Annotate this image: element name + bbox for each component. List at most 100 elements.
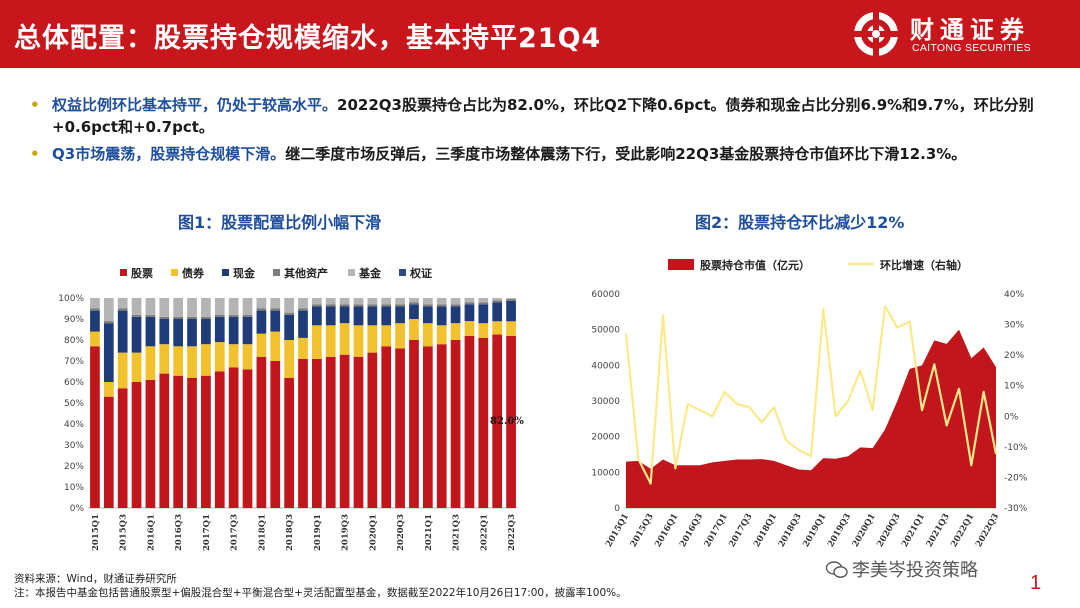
wechat-icon: [826, 561, 848, 578]
x-tick-label: 2017Q3: [230, 514, 240, 551]
bar-segment-基金: [325, 298, 336, 305]
x-tick-label: 2018Q1: [752, 512, 779, 549]
chart2-x-axis: 2015Q12015Q32016Q12016Q32017Q12017Q32018…: [604, 512, 1001, 549]
x-tick-label: 2015Q1: [91, 514, 101, 551]
right-y-tick-label: 40%: [1004, 290, 1024, 300]
bar-segment-股票: [242, 369, 253, 508]
x-tick-label: 2015Q1: [604, 512, 631, 549]
left-y-tick-label: 0: [614, 504, 620, 514]
bar-segment-现金: [492, 302, 503, 322]
x-tick-label: 2020Q3: [396, 514, 406, 551]
bar-segment-债券: [284, 340, 294, 378]
legend-label-3: 其他资产: [284, 266, 328, 280]
bar-segment-股票: [506, 335, 516, 508]
area-series: [626, 329, 996, 508]
bar-segment-现金: [367, 306, 378, 326]
right-y-tick-label: 20%: [1004, 351, 1024, 361]
bar-segment-债券: [506, 321, 516, 336]
bar-segment-债券: [201, 344, 211, 376]
bar-segment-股票: [409, 340, 419, 508]
bar-segment-其他资产: [312, 304, 322, 307]
y-tick-label: 70%: [64, 357, 84, 367]
note-text: 注：本报告中基金包括普通股票型+偏股混合型+平衡混合型+灵活配置型基金，数据截至…: [14, 587, 627, 599]
bar-segment-其他资产: [90, 308, 100, 311]
bar-segment-其他资产: [173, 316, 184, 319]
x-tick-label: 2020Q1: [368, 514, 378, 551]
summary-bullets: • 权益比例环比基本持平，仍处于较高水平。2022Q3股票持仓占比为82.0%，…: [30, 94, 1040, 170]
x-tick-label: 2022Q1: [949, 512, 976, 549]
bar-segment-其他资产: [325, 304, 336, 307]
bar-segment-债券: [242, 344, 253, 370]
bar-segment-其他资产: [464, 302, 475, 305]
bar-segment-其他资产: [228, 314, 239, 317]
bar-segment-债券: [103, 382, 114, 397]
bar-segment-债券: [214, 342, 225, 372]
bar-segment-现金: [353, 306, 364, 326]
bar-segment-其他资产: [478, 302, 489, 305]
bar-segment-其他资产: [395, 304, 405, 307]
x-tick-label: 2016Q3: [678, 512, 705, 549]
chart1-x-axis: 2015Q1 2015Q3 2016Q1 2016Q3 2017Q1 2017Q3 2018…: [91, 514, 517, 551]
bar-segment-现金: [117, 310, 128, 353]
bar-segment-股票: [159, 373, 170, 508]
y-tick-label: 60%: [64, 378, 84, 388]
bar-segment-其他资产: [270, 308, 281, 311]
bar-segment-基金: [270, 298, 281, 309]
bar-segment-基金: [436, 298, 447, 305]
chart1-legend: 股票 债券 现金 其他资产 基金 权证: [120, 266, 432, 280]
bar-segment-现金: [131, 316, 142, 353]
bar-segment-基金: [381, 298, 392, 305]
x-tick-label: 2019Q3: [341, 514, 351, 551]
bar-segment-股票: [214, 371, 225, 508]
legend-swatch-1: [171, 269, 178, 276]
x-tick-label: 2016Q1: [146, 514, 156, 551]
bar-segment-基金: [353, 298, 364, 305]
left-y-tick-label: 20000: [591, 433, 620, 443]
logo-chinese-name: 财通证券: [910, 16, 1030, 44]
bullet-dot-icon: •: [30, 96, 40, 114]
legend-label-2: 现金: [233, 266, 256, 280]
footer-notes: 资料来源：Wind，财通证券研究所 注：本报告中基金包括普通股票型+偏股混合型+…: [14, 572, 627, 600]
bar-segment-债券: [159, 344, 170, 374]
bar-segment-债券: [422, 323, 433, 347]
bar-segment-现金: [228, 316, 239, 345]
bar-segment-股票: [145, 379, 156, 508]
legend-swatch-5: [399, 269, 406, 276]
y-tick-label: 90%: [64, 315, 84, 325]
bar-segment-债券: [395, 323, 405, 349]
bar-segment-股票: [117, 388, 128, 508]
bullet-body: 继二季度市场反弹后，三季度市场整体震荡下行，受此影响22Q3基金股票持仓市值环比…: [285, 145, 967, 163]
bar-segment-其他资产: [339, 304, 350, 307]
legend-label-1: 债券: [182, 266, 205, 280]
left-y-tick-label: 10000: [591, 468, 620, 478]
legend-label-line: 环比增速（右轴）: [880, 258, 968, 272]
x-tick-label: 2021Q3: [452, 514, 462, 551]
right-y-tick-label: 10%: [1004, 382, 1024, 392]
y-tick-label: 80%: [64, 336, 84, 346]
bar-segment-基金: [173, 298, 184, 317]
x-tick-label: 2015Q3: [629, 512, 656, 549]
right-y-tick-label: 30%: [1004, 321, 1024, 331]
bar-segment-其他资产: [159, 316, 170, 319]
bar-segment-其他资产: [353, 304, 364, 307]
bar-segment-现金: [201, 319, 211, 345]
bar-segment-现金: [145, 316, 156, 347]
x-tick-label: 2018Q1: [257, 514, 267, 551]
right-y-tick-label: -30%: [1004, 504, 1028, 514]
bar-segment-股票: [422, 346, 433, 508]
bar-segment-股票: [201, 375, 211, 508]
y-tick-label: 40%: [64, 420, 84, 430]
bar-segment-现金: [284, 314, 294, 340]
legend-label-5: 权证: [409, 266, 432, 280]
bar-segment-股票: [256, 356, 267, 508]
line-series: [624, 305, 998, 485]
bar-segment-其他资产: [284, 312, 294, 315]
bar-segment-债券: [256, 333, 267, 357]
bar-segment-股票: [450, 340, 461, 508]
watermark-text: 李美岑投资策略: [852, 560, 978, 581]
bar-segment-股票: [131, 382, 142, 508]
bar-segment-现金: [270, 310, 281, 332]
bar-segment-基金: [284, 298, 294, 313]
bar-segment-股票: [464, 335, 475, 508]
bar-segment-股票: [353, 356, 364, 508]
